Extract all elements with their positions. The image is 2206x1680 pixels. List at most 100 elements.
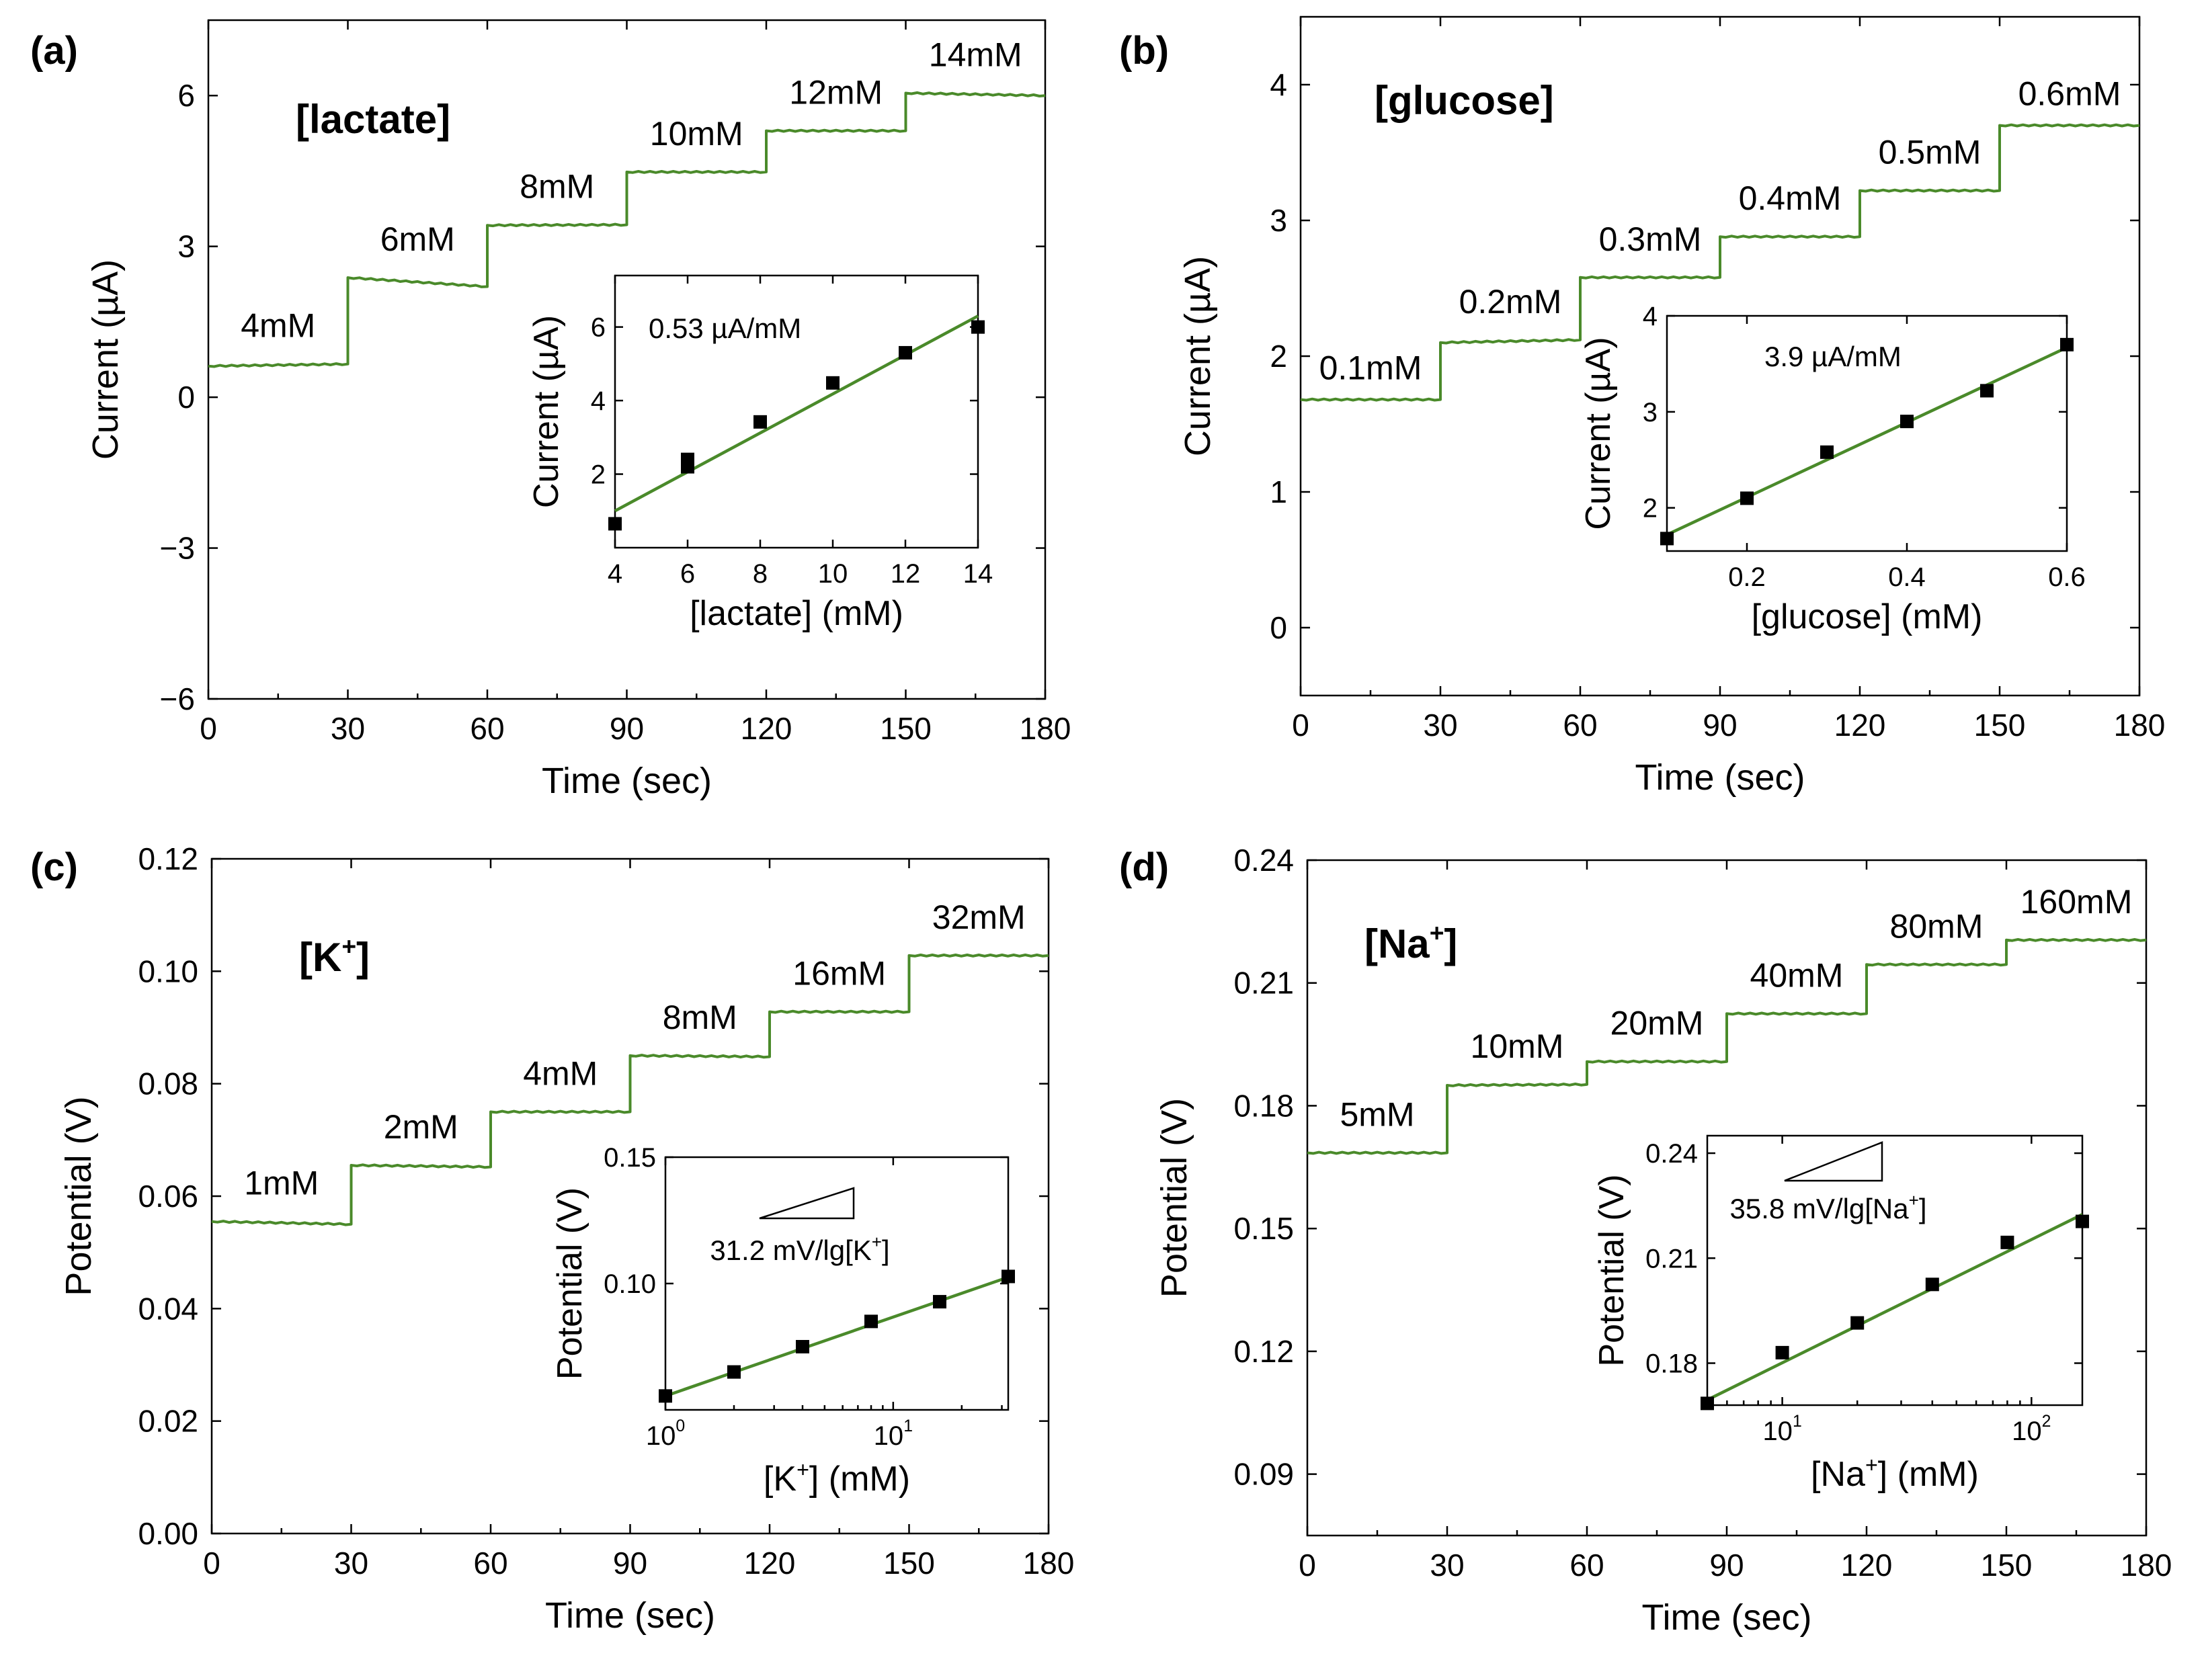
analyte-label: [lactate]	[296, 97, 450, 142]
x-tick-label: 120	[744, 1546, 796, 1581]
x-tick-label: 150	[880, 711, 932, 746]
data-point	[1701, 1396, 1714, 1411]
data-point	[2000, 1235, 2014, 1249]
analyte-label: [glucose]	[1375, 78, 1554, 123]
inset-x-tick-exp: 2	[2042, 1413, 2051, 1431]
slope-label-sup: +	[1909, 1190, 1919, 1210]
slope-label-base: 35.8 mV/lg[Na	[1729, 1193, 1909, 1224]
y-tick-label: 4	[1270, 67, 1287, 102]
x-tick-label: 150	[883, 1546, 935, 1581]
x-axis-title: Time (sec)	[542, 761, 712, 801]
slope-label-suffix: ]	[1919, 1193, 1927, 1224]
y-tick-label: 3	[177, 229, 195, 264]
y-tick-label: 0.09	[1233, 1457, 1294, 1492]
step-label: 0.1mM	[1319, 349, 1422, 387]
slope-triangle	[1784, 1141, 1883, 1182]
inset-frame	[664, 1156, 1010, 1411]
data-point	[753, 415, 767, 429]
data-point	[864, 1314, 878, 1329]
x-tick-label: 150	[1981, 1548, 2033, 1583]
step-label: 4mM	[241, 307, 315, 345]
y-tick-label: 0.12	[1233, 1334, 1294, 1369]
slope-label-suffix: ]	[882, 1234, 890, 1266]
step-label: 5mM	[1340, 1096, 1414, 1134]
inset-y-tick-label: 0.24	[1645, 1139, 1698, 1169]
y-tick-label: 0	[177, 380, 195, 415]
inset-x-tick-label: 6	[680, 559, 695, 589]
analyte-label-sup: +	[1430, 919, 1444, 947]
slope-triangle	[759, 1187, 855, 1220]
step-label: 1mM	[244, 1165, 319, 1202]
data-point	[659, 1389, 672, 1403]
step-label: 6mM	[380, 220, 455, 258]
inset-x-tick-label: 0.4	[1888, 562, 1926, 592]
inset-y-tick-label: 0.15	[604, 1143, 656, 1173]
step-label: 2mM	[384, 1108, 458, 1146]
data-point	[971, 320, 985, 334]
analyte-label: [K+]	[299, 932, 370, 980]
step-label: 32mM	[932, 898, 1026, 936]
analyte-label: [Na+]	[1364, 919, 1457, 966]
x-tick-label: 180	[2121, 1548, 2172, 1583]
inset-x-tick-base: 10	[646, 1421, 676, 1451]
inset-y-tick-label: 2	[1643, 494, 1658, 523]
inset-x-tick-label: 4	[608, 559, 622, 589]
data-point	[2076, 1214, 2089, 1228]
fit-line	[614, 314, 979, 513]
inset-x-axis-title-base: [K	[764, 1460, 796, 1499]
inset-x-tick-base: 10	[1762, 1417, 1793, 1446]
data-point	[608, 517, 622, 531]
step-label: 8mM	[520, 167, 594, 205]
y-tick-label: 1	[1270, 474, 1287, 509]
y-tick-label: 0.10	[138, 954, 198, 989]
inset-x-tick-label: 101	[1762, 1413, 1801, 1446]
fit-line	[665, 1275, 1009, 1398]
panel-label: (d)	[1119, 845, 1169, 889]
x-tick-label: 60	[473, 1546, 507, 1581]
y-tick-label: 0.02	[138, 1404, 198, 1439]
step-label: 0.2mM	[1459, 283, 1562, 321]
data-point	[1820, 445, 1834, 459]
inset-x-tick-label: 0.2	[1728, 562, 1766, 592]
slope-label: 31.2 mV/lg[K+]	[710, 1232, 889, 1266]
y-tick-label: 2	[1270, 339, 1287, 374]
inset-x-tick-label: 10	[818, 559, 848, 589]
inset-x-tick-label: 101	[874, 1417, 913, 1451]
inset-y-tick-label: 4	[1643, 302, 1658, 331]
x-tick-label: 60	[1563, 708, 1597, 743]
y-tick-label: 0.21	[1233, 966, 1294, 1001]
x-tick-label: 90	[1703, 708, 1737, 743]
data-point	[1660, 532, 1674, 546]
inset-y-axis-title: Current (µA)	[527, 315, 566, 508]
inset-x-tick-exp: 1	[1793, 1413, 1802, 1431]
data-point	[1900, 415, 1914, 429]
y-tick-label: 3	[1270, 203, 1287, 238]
y-tick-label: 0	[1270, 610, 1287, 645]
inset-x-axis-title-suffix: ] (mM)	[1878, 1455, 1979, 1494]
y-tick-label: −6	[160, 681, 195, 716]
inset-x-tick-label: 0.6	[2048, 562, 2086, 592]
inset-x-axis-title: [lactate] (mM)	[690, 594, 903, 633]
inset-x-axis-title: [Na+] (mM)	[1811, 1453, 1979, 1494]
inset-x-tick-base: 10	[2012, 1417, 2042, 1446]
inset-y-axis-title: Current (µA)	[1579, 337, 1618, 530]
inset-x-axis-title-base: [Na	[1811, 1455, 1865, 1494]
panel-c: 0 30 60 90 120 150 180 0.00 0.02 0.04 0.06 0.08 0.10…	[30, 841, 1074, 1636]
x-tick-label: 0	[1299, 1548, 1316, 1583]
fit-line	[1707, 1213, 2083, 1402]
inset-y-axis-title: Potential (V)	[1592, 1174, 1631, 1366]
step-label: 0.4mM	[1739, 179, 1842, 217]
analyte-label-suffix: ]	[1444, 921, 1457, 966]
inset-y-tick-label: 0.18	[1645, 1349, 1698, 1379]
y-tick-label: 0.06	[138, 1179, 198, 1214]
panel-label: (a)	[30, 29, 78, 73]
inset-y-tick-label: 0.21	[1645, 1244, 1698, 1273]
step-label: 8mM	[663, 999, 737, 1036]
slope-label: 3.9 µA/mM	[1764, 341, 1902, 372]
data-point	[1740, 491, 1754, 505]
inset-x-tick-label: 14	[963, 559, 993, 589]
step-label: 20mM	[1610, 1005, 1704, 1042]
inset-y-tick-label: 0.10	[604, 1269, 656, 1299]
